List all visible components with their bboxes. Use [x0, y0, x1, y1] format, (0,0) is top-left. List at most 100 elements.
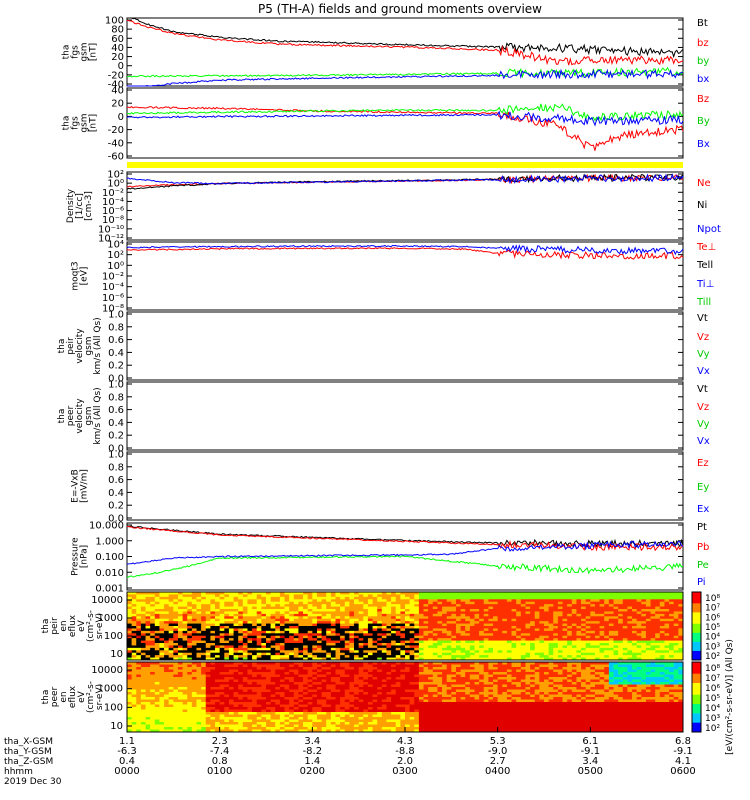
- spectrogram-cell: [632, 628, 638, 632]
- spectrogram-cell: [201, 601, 207, 605]
- spectrogram-cell: [242, 647, 248, 651]
- spectrogram-cell: [330, 709, 336, 713]
- spectrogram-cell: [469, 626, 475, 629]
- spectrogram-cell: [252, 621, 258, 624]
- spectrogram-cell: [145, 724, 151, 728]
- spectrogram-cell: [354, 592, 360, 595]
- spectrogram-cell: [136, 611, 142, 615]
- spectrogram-cell: [312, 640, 318, 644]
- spectrogram-cell: [557, 618, 563, 622]
- spectrogram-cell: [307, 687, 313, 690]
- spectrogram-cell: [618, 616, 624, 620]
- legend-entry: by: [697, 56, 709, 67]
- spectrogram-cell: [367, 592, 373, 595]
- spectrogram-cell: [284, 677, 290, 680]
- spectrogram-cell: [215, 699, 221, 703]
- spectrogram-cell: [414, 643, 420, 646]
- spectrogram-cell: [428, 621, 434, 624]
- spectrogram-cell: [641, 604, 647, 607]
- spectrogram-cell: [460, 613, 466, 617]
- spectrogram-cell: [150, 672, 156, 675]
- spectrogram-cell: [145, 699, 151, 703]
- spectrogram-cell: [219, 594, 225, 598]
- ylabel-line: fgs: [71, 116, 81, 130]
- spectrogram-cell: [497, 645, 503, 649]
- spectrogram-cell: [330, 694, 336, 698]
- spectrogram-cell: [678, 616, 684, 620]
- spectrogram-cell: [553, 621, 559, 624]
- spectrogram-cell: [321, 699, 327, 703]
- spectrogram-cell: [557, 655, 563, 658]
- spectrogram-cell: [215, 664, 221, 668]
- spectrogram-cell: [233, 727, 239, 730]
- spectrogram-cell: [474, 599, 480, 603]
- spectrogram-cell: [284, 664, 290, 668]
- spectrogram-cell: [224, 684, 230, 688]
- spectrogram-cell: [432, 643, 438, 646]
- spectrogram-cell: [326, 717, 332, 720]
- spectrogram-cell: [316, 650, 322, 654]
- spectrogram-cell: [164, 604, 170, 607]
- spectrogram-cell: [386, 657, 392, 661]
- y-tick-label: 100: [105, 16, 124, 27]
- spectrogram-cell: [191, 606, 197, 610]
- spectrogram-cell: [594, 618, 600, 622]
- spectrogram-cell: [131, 722, 137, 725]
- spectrogram-cell: [386, 611, 392, 615]
- spectrogram-cell: [279, 704, 285, 708]
- spectrogram-cell: [604, 596, 610, 600]
- spectrogram-cell: [233, 689, 239, 693]
- spectrogram-cell: [367, 652, 373, 656]
- spectrogram-cell: [289, 662, 295, 665]
- spectrogram-cell: [293, 626, 299, 629]
- spectrogram-cell: [636, 592, 642, 595]
- spectrogram-cell: [131, 692, 137, 695]
- spectrogram-cell: [238, 712, 244, 715]
- spectrogram-cell: [266, 662, 272, 665]
- spectrogram-cell: [131, 682, 137, 685]
- spectrogram-cell: [247, 640, 253, 644]
- spectrogram-cell: [316, 707, 322, 710]
- spectrogram-cell: [279, 727, 285, 730]
- spectrogram-cell: [599, 657, 605, 661]
- spectrogram-cell: [182, 638, 188, 641]
- spectrogram-cell: [284, 689, 290, 693]
- spectrogram-cell: [298, 596, 304, 600]
- spectrogram-cell: [451, 645, 457, 649]
- spectrogram-cell: [520, 650, 526, 654]
- spectrogram-cell: [576, 594, 582, 598]
- spectrogram-cell: [196, 623, 202, 627]
- spectrogram-cell: [479, 640, 485, 644]
- spectrogram-cell: [576, 606, 582, 610]
- spectrogram-cell: [191, 679, 197, 683]
- spectrogram-cell: [363, 657, 369, 661]
- spectrogram-cell: [590, 623, 596, 627]
- spectrogram-cell: [599, 609, 605, 612]
- spectrogram-cell: [168, 611, 174, 615]
- spectrogram-cell: [678, 621, 684, 624]
- spectrogram-cell: [340, 650, 346, 654]
- spectrogram-cell: [659, 621, 665, 624]
- spectrogram-cell: [303, 677, 309, 680]
- spectrogram-cell: [127, 714, 133, 718]
- spectrogram-cell: [224, 623, 230, 627]
- spectrogram-cell: [344, 729, 350, 733]
- spectrogram-cell: [608, 621, 614, 624]
- spectrogram-cell: [173, 635, 179, 639]
- spectrogram-cell: [451, 657, 457, 661]
- spectrogram-cell: [340, 704, 346, 708]
- spectrogram-cell: [493, 596, 499, 600]
- spectrogram-cell: [177, 630, 183, 634]
- spectrogram-cell: [335, 630, 341, 634]
- spectrogram-cell: [266, 692, 272, 695]
- spectrogram-cell: [270, 621, 276, 624]
- spectrogram-cell: [386, 626, 392, 629]
- spectrogram-cell: [659, 618, 665, 622]
- spectrogram-cell: [270, 689, 276, 693]
- spectrogram-cell: [266, 592, 272, 595]
- spectrogram-cell: [284, 704, 290, 708]
- spectrogram-cell: [344, 724, 350, 728]
- spectrogram-cell: [145, 694, 151, 698]
- spectrogram-cell: [372, 630, 378, 634]
- spectrogram-cell: [655, 623, 661, 627]
